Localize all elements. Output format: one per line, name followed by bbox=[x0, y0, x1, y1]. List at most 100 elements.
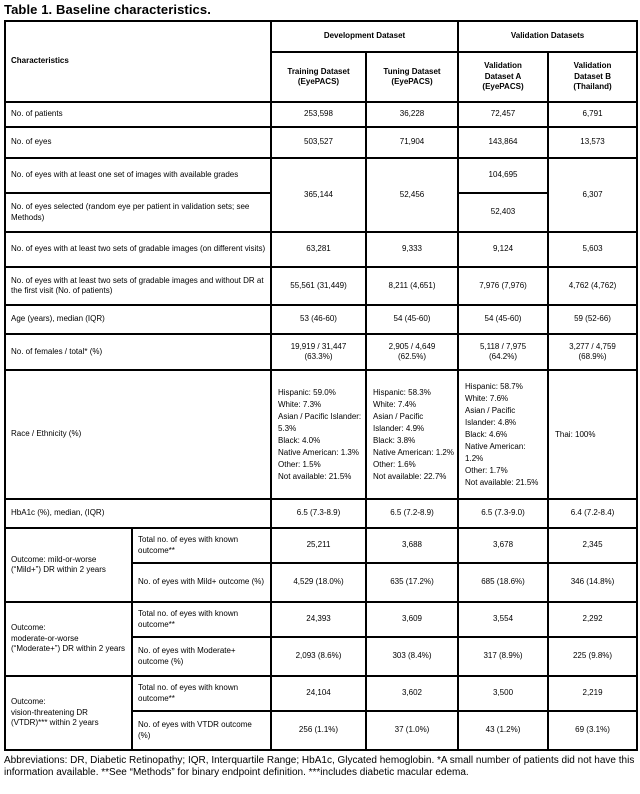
cell-eyes-training: 503,527 bbox=[270, 126, 367, 159]
cell-vtdr-event-tuning: 37 (1.0%) bbox=[364, 710, 460, 751]
cell-race-validation-b: Thai: 100% bbox=[547, 369, 639, 500]
cell-available-grades-validation-a: 104,695 bbox=[457, 157, 550, 194]
cell-females-tuning: 2,905 / 4,649 (62.5%) bbox=[364, 333, 460, 371]
row-label: No. of eyes with at least two sets of gr… bbox=[4, 231, 272, 268]
cell-eyes-validation-a: 143,864 bbox=[457, 126, 550, 159]
row-outcome-mild-total: Outcome: mild-or-worse (“Mild+”) DR with… bbox=[4, 527, 639, 603]
cell-selection-tuning: 52,456 bbox=[364, 157, 460, 233]
row-eyes-selected: No. of eyes selected (random eye per pat… bbox=[4, 192, 637, 233]
row-females: No. of females / total* (%) 19,919 / 31,… bbox=[4, 333, 639, 371]
cell-age-tuning: 54 (45-60) bbox=[364, 304, 460, 335]
cell-mild-total-tuning: 3,688 bbox=[364, 527, 460, 564]
row-label: No. of patients bbox=[4, 101, 272, 128]
cell-vtdr-event-validation-a: 43 (1.2%) bbox=[457, 710, 550, 751]
cell-race-validation-a: Hispanic: 58.7% White: 7.6% Asian / Paci… bbox=[457, 369, 550, 500]
row-label: No. of eyes with at least one set of ima… bbox=[4, 157, 272, 194]
row-label-outcome-moderate: Outcome: moderate-or-worse (“Moderate+”)… bbox=[4, 601, 133, 677]
cell-mild-event-validation-a: 685 (18.6%) bbox=[457, 562, 550, 603]
cell-gradable-tuning: 9,333 bbox=[364, 231, 460, 268]
cell-selection-validation-b: 6,307 bbox=[547, 157, 639, 233]
cell-age-validation-b: 59 (52-66) bbox=[547, 304, 639, 335]
baseline-characteristics-table: Characteristics Development Dataset Vali… bbox=[4, 20, 639, 751]
cell-moderate-event-tuning: 303 (8.4%) bbox=[364, 636, 460, 677]
row-outcome-vtdr-total: Outcome: vision-threatening DR (VTDR)***… bbox=[4, 675, 639, 751]
row-gradable-no-dr: No. of eyes with at least two sets of gr… bbox=[4, 266, 639, 306]
row-gradable-two-sets: No. of eyes with at least two sets of gr… bbox=[4, 231, 639, 268]
header-development-group: Development Dataset bbox=[269, 20, 460, 53]
cell-patients-validation-a: 72,457 bbox=[457, 101, 550, 128]
header-validation-dataset-a: Validation Dataset A (EyePACS) bbox=[457, 51, 550, 103]
row-sublabel: Total no. of eyes with known outcome** bbox=[131, 527, 272, 564]
cell-moderate-total-tuning: 3,609 bbox=[364, 601, 460, 638]
cell-eyes-validation-b: 13,573 bbox=[547, 126, 639, 159]
cell-mild-total-training: 25,211 bbox=[270, 527, 367, 564]
cell-moderate-total-validation-a: 3,554 bbox=[457, 601, 550, 638]
cell-vtdr-total-validation-a: 3,500 bbox=[457, 675, 550, 712]
cell-moderate-event-validation-b: 225 (9.8%) bbox=[547, 636, 639, 677]
cell-race-tuning: Hispanic: 58.3% White: 7.4% Asian / Paci… bbox=[364, 369, 460, 500]
row-sublabel: No. of eyes with Moderate+ outcome (%) bbox=[131, 636, 272, 677]
cell-moderate-event-validation-a: 317 (8.9%) bbox=[457, 636, 550, 677]
cell-mild-total-validation-a: 3,678 bbox=[457, 527, 550, 564]
cell-selected-validation-a: 52,403 bbox=[457, 192, 550, 233]
cell-race-training: Hispanic: 59.0% White: 7.3% Asian / Paci… bbox=[270, 369, 367, 500]
cell-mild-event-training: 4,529 (18.0%) bbox=[270, 562, 367, 603]
row-sublabel: No. of eyes with Mild+ outcome (%) bbox=[131, 562, 272, 603]
cell-vtdr-total-validation-b: 2,219 bbox=[547, 675, 639, 712]
cell-moderate-total-training: 24,393 bbox=[270, 601, 367, 638]
cell-age-validation-a: 54 (45-60) bbox=[457, 304, 550, 335]
table-title: Table 1. Baseline characteristics. bbox=[4, 2, 211, 17]
header-validation-dataset-b: Validation Dataset B (Thailand) bbox=[547, 51, 639, 103]
row-outcome-moderate-event: No. of eyes with Moderate+ outcome (%) 2… bbox=[5, 636, 639, 677]
cell-patients-training: 253,598 bbox=[270, 101, 367, 128]
header-characteristics: Characteristics bbox=[4, 20, 272, 103]
footnote: Abbreviations: DR, Diabetic Retinopathy;… bbox=[4, 755, 635, 778]
cell-hba1c-validation-b: 6.4 (7.2-8.4) bbox=[547, 498, 639, 529]
cell-moderate-event-training: 2,093 (8.6%) bbox=[270, 636, 367, 677]
row-sublabel: No. of eyes with VTDR outcome (%) bbox=[131, 710, 272, 751]
cell-nodr-training: 55,561 (31,449) bbox=[270, 266, 367, 306]
header-training-dataset: Training Dataset (EyePACS) bbox=[270, 51, 367, 103]
header-tuning-dataset: Tuning Dataset (EyePACS) bbox=[364, 51, 460, 103]
row-outcome-vtdr-event: No. of eyes with VTDR outcome (%) 256 (1… bbox=[5, 710, 639, 751]
cell-gradable-validation-a: 9,124 bbox=[457, 231, 550, 268]
cell-nodr-validation-b: 4,762 (4,762) bbox=[547, 266, 639, 306]
cell-mild-event-validation-b: 346 (14.8%) bbox=[547, 562, 639, 603]
header-row-groups: Characteristics Development Dataset Vali… bbox=[4, 20, 639, 103]
row-sublabel: Total no. of eyes with known outcome** bbox=[131, 675, 272, 712]
cell-mild-total-validation-b: 2,345 bbox=[547, 527, 639, 564]
row-eyes: No. of eyes 503,527 71,904 143,864 13,57… bbox=[4, 126, 639, 159]
row-label: HbA1c (%), median, (IQR) bbox=[4, 498, 272, 529]
cell-hba1c-validation-a: 6.5 (7.3-9.0) bbox=[457, 498, 550, 529]
cell-vtdr-event-validation-b: 69 (3.1%) bbox=[547, 710, 639, 751]
header-validation-group: Validation Datasets bbox=[457, 20, 639, 53]
cell-females-validation-a: 5,118 / 7,975 (64.2%) bbox=[457, 333, 550, 371]
row-available-grades: No. of eyes with at least one set of ima… bbox=[4, 157, 639, 233]
row-label: Age (years), median (IQR) bbox=[4, 304, 272, 335]
cell-patients-tuning: 36,228 bbox=[364, 101, 460, 128]
row-label: No. of eyes selected (random eye per pat… bbox=[4, 192, 272, 233]
row-label-outcome-mild: Outcome: mild-or-worse (“Mild+”) DR with… bbox=[4, 527, 133, 603]
row-label-outcome-vtdr: Outcome: vision-threatening DR (VTDR)***… bbox=[4, 675, 133, 751]
cell-patients-validation-b: 6,791 bbox=[547, 101, 639, 128]
row-patients: No. of patients 253,598 36,228 72,457 6,… bbox=[4, 101, 639, 128]
cell-moderate-total-validation-b: 2,292 bbox=[547, 601, 639, 638]
cell-females-validation-b: 3,277 / 4,759 (68.9%) bbox=[547, 333, 639, 371]
row-race-ethnicity: Race / Ethnicity (%) Hispanic: 59.0% Whi… bbox=[4, 369, 639, 500]
cell-age-training: 53 (46-60) bbox=[270, 304, 367, 335]
cell-gradable-training: 63,281 bbox=[270, 231, 367, 268]
cell-nodr-validation-a: 7,976 (7,976) bbox=[457, 266, 550, 306]
cell-vtdr-total-tuning: 3,602 bbox=[364, 675, 460, 712]
cell-vtdr-event-training: 256 (1.1%) bbox=[270, 710, 367, 751]
cell-hba1c-tuning: 6.5 (7.2-8.9) bbox=[364, 498, 460, 529]
row-outcome-mild-event: No. of eyes with Mild+ outcome (%) 4,529… bbox=[5, 562, 639, 603]
row-label: No. of eyes with at least two sets of gr… bbox=[4, 266, 272, 306]
header-row-datasets: Training Dataset (EyePACS) Tuning Datase… bbox=[5, 51, 639, 103]
row-label: Race / Ethnicity (%) bbox=[4, 369, 272, 500]
cell-females-training: 19,919 / 31,447 (63.3%) bbox=[270, 333, 367, 371]
cell-hba1c-training: 6.5 (7.3-8.9) bbox=[270, 498, 367, 529]
row-sublabel: Total no. of eyes with known outcome** bbox=[131, 601, 272, 638]
cell-nodr-tuning: 8,211 (4,651) bbox=[364, 266, 460, 306]
row-outcome-moderate-total: Outcome: moderate-or-worse (“Moderate+”)… bbox=[4, 601, 639, 677]
